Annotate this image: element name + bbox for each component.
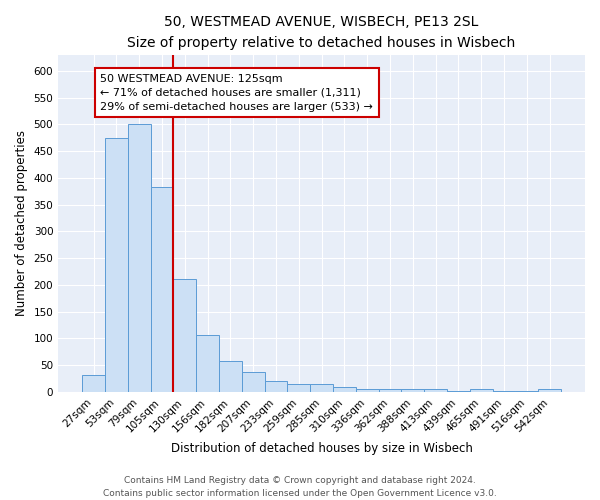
- Text: Contains HM Land Registry data © Crown copyright and database right 2024.
Contai: Contains HM Land Registry data © Crown c…: [103, 476, 497, 498]
- Bar: [105, 138, 128, 392]
- Bar: [333, 387, 356, 392]
- Title: 50, WESTMEAD AVENUE, WISBECH, PE13 2SL
Size of property relative to detached hou: 50, WESTMEAD AVENUE, WISBECH, PE13 2SL S…: [127, 15, 516, 50]
- Bar: [242, 372, 265, 392]
- Bar: [356, 388, 379, 392]
- Bar: [287, 384, 310, 392]
- Bar: [173, 279, 196, 392]
- Bar: [379, 390, 401, 392]
- Bar: [265, 380, 287, 392]
- Bar: [515, 391, 538, 392]
- Bar: [151, 187, 173, 392]
- Bar: [401, 390, 424, 392]
- Y-axis label: Number of detached properties: Number of detached properties: [15, 130, 28, 316]
- X-axis label: Distribution of detached houses by size in Wisbech: Distribution of detached houses by size …: [170, 442, 473, 455]
- Bar: [196, 335, 219, 392]
- Bar: [128, 124, 151, 392]
- Bar: [538, 390, 561, 392]
- Bar: [424, 390, 447, 392]
- Text: 50 WESTMEAD AVENUE: 125sqm
← 71% of detached houses are smaller (1,311)
29% of s: 50 WESTMEAD AVENUE: 125sqm ← 71% of deta…: [100, 74, 373, 112]
- Bar: [310, 384, 333, 392]
- Bar: [219, 362, 242, 392]
- Bar: [82, 375, 105, 392]
- Bar: [470, 390, 493, 392]
